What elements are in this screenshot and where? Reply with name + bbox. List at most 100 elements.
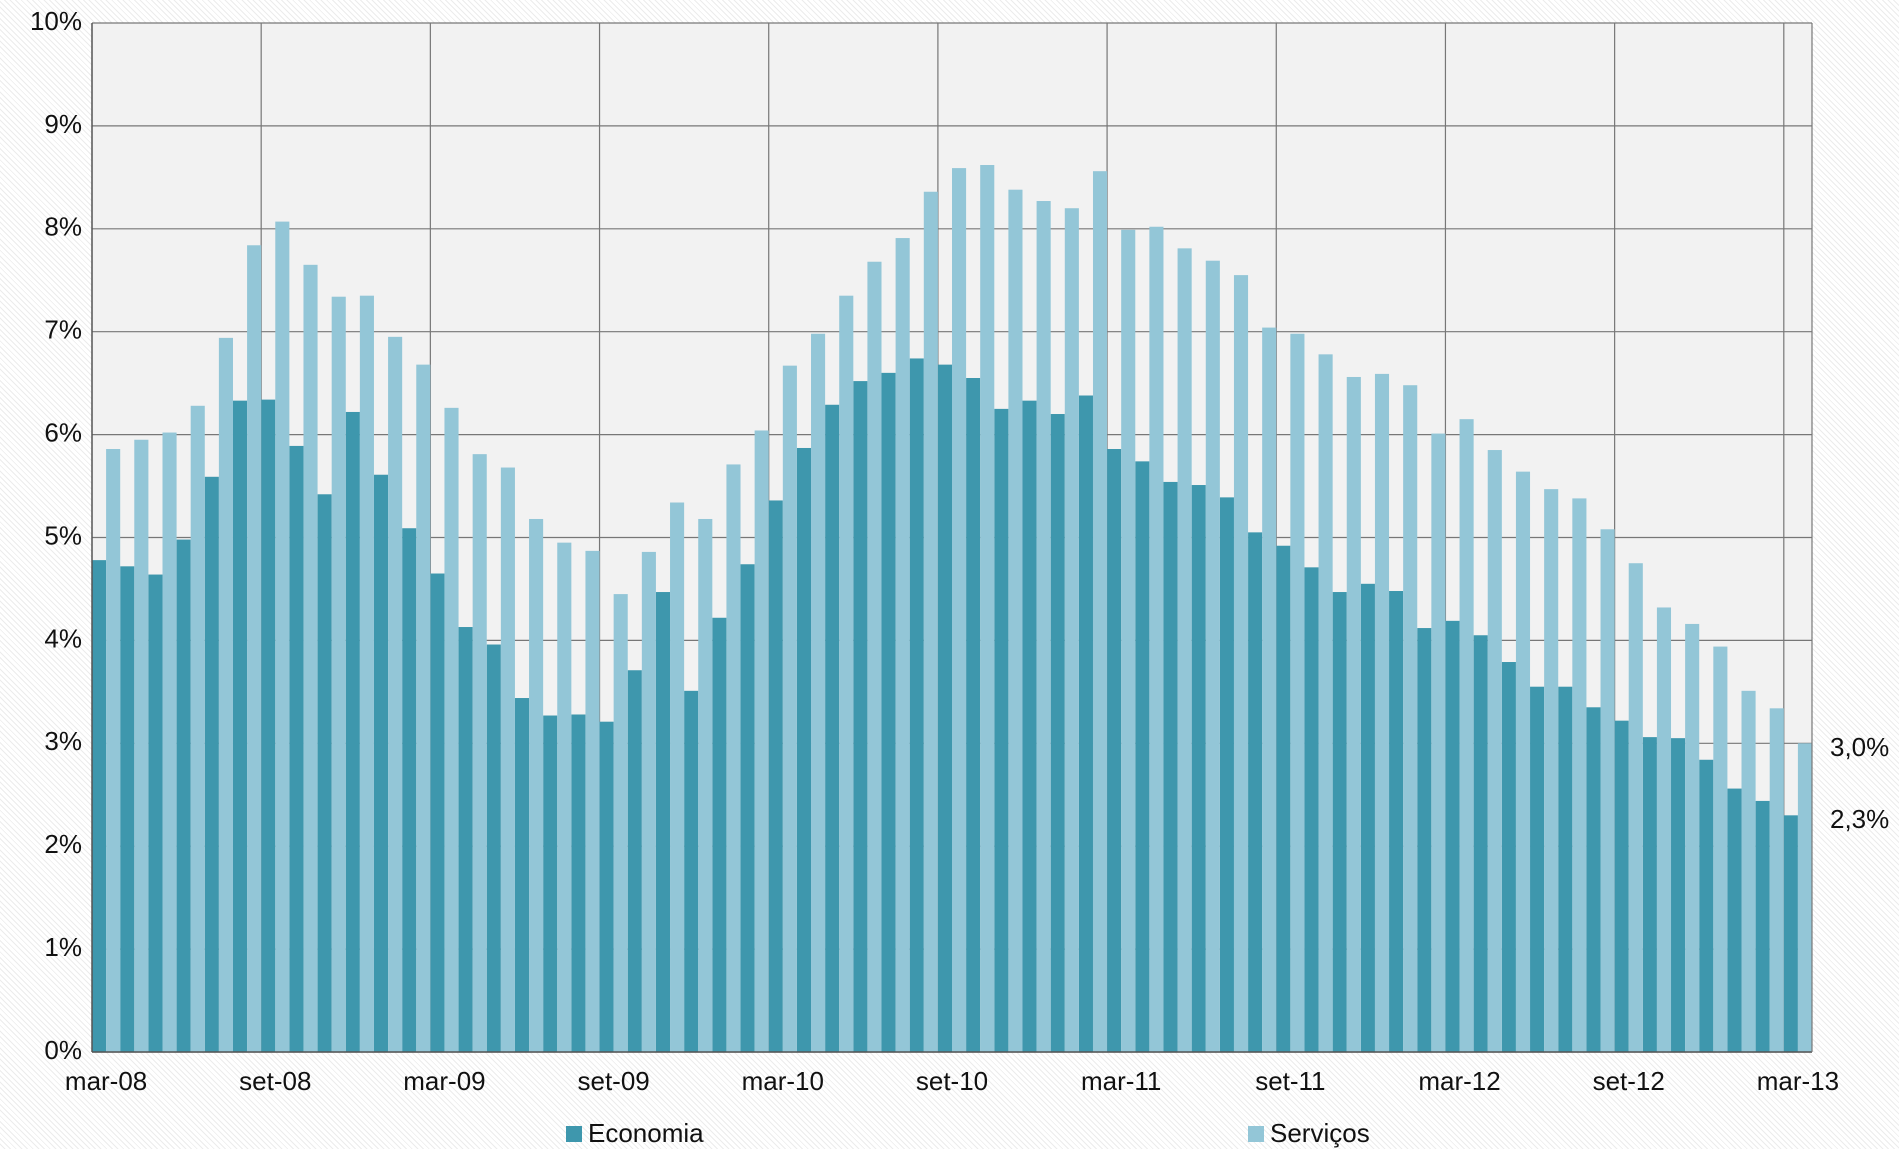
bar	[1671, 738, 1686, 1052]
bar	[529, 518, 544, 1052]
bar	[247, 245, 262, 1052]
bar	[1191, 485, 1206, 1052]
bar	[1050, 414, 1065, 1052]
bar	[1121, 229, 1136, 1053]
bar	[1332, 592, 1347, 1052]
bar	[1219, 497, 1234, 1052]
bar	[1276, 545, 1291, 1052]
bar	[134, 439, 149, 1052]
bar	[825, 404, 840, 1052]
bar	[712, 617, 727, 1052]
bar	[543, 715, 558, 1052]
bar	[1487, 450, 1502, 1052]
bar	[402, 528, 417, 1052]
bar	[1558, 686, 1573, 1052]
bar	[190, 405, 205, 1053]
bar	[1783, 815, 1798, 1052]
bar	[472, 454, 487, 1052]
bar	[613, 594, 628, 1052]
bar	[345, 411, 360, 1052]
bar	[1064, 208, 1079, 1053]
bar	[514, 698, 530, 1052]
bar	[768, 500, 783, 1052]
bar	[754, 430, 769, 1052]
bar	[1107, 449, 1122, 1053]
bar	[359, 295, 374, 1052]
bar	[106, 449, 121, 1053]
bar	[1515, 471, 1531, 1052]
bar	[1389, 591, 1404, 1052]
bar	[684, 690, 699, 1052]
bar	[331, 296, 346, 1052]
x-tick-label: set-09	[578, 1066, 650, 1096]
bar	[1374, 373, 1390, 1052]
bar	[486, 644, 501, 1052]
bar	[585, 550, 600, 1052]
bar	[1290, 333, 1305, 1052]
bar	[1036, 201, 1051, 1053]
y-tick-label: 9%	[44, 109, 82, 139]
bar	[994, 408, 1009, 1052]
bar	[1755, 800, 1770, 1052]
bar	[261, 399, 276, 1052]
bar	[966, 378, 981, 1052]
bar	[571, 714, 586, 1052]
bar	[1713, 646, 1728, 1052]
bar	[204, 476, 219, 1052]
x-tick-label: set-12	[1593, 1066, 1665, 1096]
y-tick-label: 8%	[44, 212, 82, 242]
bar	[740, 564, 755, 1052]
bar	[232, 400, 248, 1052]
bar	[218, 337, 233, 1052]
y-tick-label: 0%	[44, 1035, 82, 1065]
bar	[909, 358, 924, 1053]
bar	[641, 551, 656, 1052]
bar	[1769, 708, 1784, 1052]
bar	[1685, 623, 1700, 1052]
y-tick-label: 2%	[44, 829, 82, 859]
bar	[1572, 498, 1587, 1052]
bar	[1586, 707, 1601, 1052]
bar	[1318, 354, 1333, 1052]
x-tick-label: set-11	[1255, 1066, 1325, 1096]
bar	[1346, 376, 1361, 1052]
bar	[1262, 327, 1277, 1053]
bar	[275, 221, 290, 1053]
bar	[1233, 275, 1249, 1053]
bar	[1092, 171, 1108, 1052]
bar	[1445, 620, 1460, 1052]
x-tick-label: mar-10	[742, 1066, 824, 1096]
bar	[162, 432, 177, 1052]
bar	[289, 445, 304, 1052]
bar	[557, 542, 572, 1052]
bar	[1403, 385, 1418, 1052]
bar	[176, 539, 191, 1052]
bar	[839, 295, 854, 1052]
bar	[303, 264, 318, 1052]
bar	[373, 474, 389, 1053]
x-tick-label: mar-13	[1757, 1066, 1839, 1096]
y-tick-label: 4%	[44, 623, 82, 653]
data-label: 3,0%	[1830, 732, 1889, 762]
bar	[782, 365, 797, 1053]
legend-swatch	[1248, 1126, 1264, 1142]
bar	[444, 407, 459, 1052]
bar	[1699, 759, 1714, 1052]
bar	[1600, 529, 1615, 1052]
x-tick-label: set-10	[916, 1066, 988, 1096]
bar	[923, 191, 938, 1053]
bar	[430, 573, 445, 1052]
bar	[726, 464, 741, 1052]
bar	[881, 372, 896, 1052]
bar	[317, 494, 332, 1053]
y-tick-label: 1%	[44, 932, 82, 962]
bar	[1473, 635, 1488, 1052]
bar	[1727, 788, 1742, 1052]
bar	[895, 238, 910, 1052]
bar	[1544, 489, 1559, 1053]
bar	[1078, 395, 1093, 1052]
x-tick-label: mar-08	[65, 1066, 147, 1096]
bar	[1628, 563, 1643, 1052]
legend-label: Economia	[588, 1118, 704, 1148]
